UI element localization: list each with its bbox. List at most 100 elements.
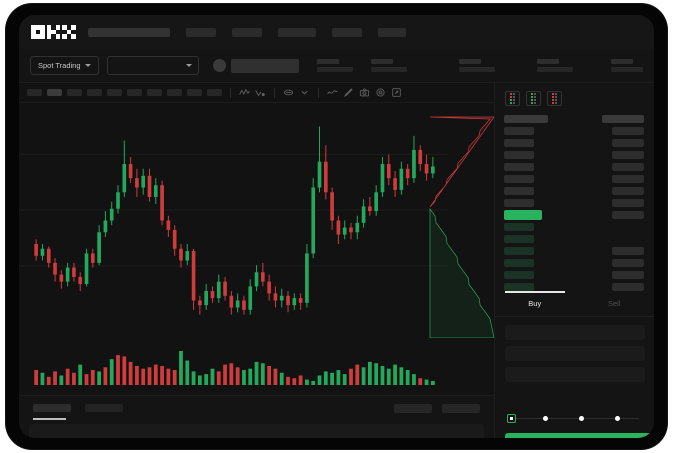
slider-track	[511, 418, 639, 419]
nav-item-1[interactable]	[186, 27, 216, 37]
nav-item-2[interactable]	[232, 27, 262, 37]
timeframe-6[interactable]	[127, 89, 142, 96]
bottom-tabs	[19, 396, 494, 420]
chevron-down-icon	[185, 64, 192, 67]
slider-stop-50[interactable]	[579, 415, 584, 421]
chart-toolbar	[19, 83, 494, 103]
orderbook-price	[504, 175, 534, 183]
tab-buy[interactable]: Buy	[495, 291, 575, 316]
orderbook-bid-row[interactable]	[495, 257, 654, 269]
orderbook-amount	[612, 271, 644, 279]
orderbook-ask-row[interactable]	[495, 197, 654, 209]
orders-table-body	[29, 424, 484, 438]
amount-percent-slider[interactable]	[507, 414, 643, 423]
orderbook-bid-row[interactable]	[495, 245, 654, 257]
chevron-down-icon	[84, 64, 91, 67]
orderbook-price	[504, 271, 534, 279]
pair-name-label	[230, 58, 299, 73]
logo-glyph-k	[46, 25, 61, 39]
toolbar-divider	[274, 87, 275, 98]
bottom-tab-order-history[interactable]	[85, 404, 123, 412]
timeframe-5[interactable]	[107, 89, 122, 96]
orderbook-ask-row[interactable]	[495, 161, 654, 173]
orderbook-amount	[612, 187, 644, 195]
orderbook-price	[504, 187, 534, 195]
orderbook-view-modes	[495, 83, 654, 106]
fullscreen-icon[interactable]	[391, 87, 402, 98]
orderbook-ask-row[interactable]	[495, 173, 654, 185]
line-chart-icon[interactable]	[327, 87, 338, 98]
nav-item-3[interactable]	[278, 27, 316, 37]
camera-icon[interactable]	[359, 87, 370, 98]
candlestick-svg	[19, 116, 494, 338]
volume-histogram[interactable]	[19, 338, 494, 395]
logo-glyph-x	[62, 25, 76, 39]
bottom-action-1[interactable]	[394, 404, 432, 413]
orderbook-amount	[612, 127, 644, 135]
orderbook-price	[504, 235, 534, 243]
volume-svg	[34, 351, 435, 385]
draw-pencil-icon[interactable]	[343, 87, 354, 98]
orderbook-amount	[612, 283, 644, 291]
orderbook-amount	[612, 259, 644, 267]
orderbook-mode-asks[interactable]	[547, 91, 562, 106]
settings-gear-icon[interactable]	[375, 87, 386, 98]
orderbook-price	[504, 139, 534, 147]
orderbook-ask-row[interactable]	[495, 149, 654, 161]
orderbook-amount	[612, 199, 644, 207]
price-field[interactable]	[505, 325, 645, 340]
timeframe-10[interactable]	[207, 89, 222, 96]
place-buy-order-button[interactable]	[505, 433, 653, 438]
slider-stop-75[interactable]	[615, 415, 620, 421]
amount-field[interactable]	[505, 346, 645, 361]
device-screen: Spot Trading	[19, 15, 654, 438]
logo-glyph-o	[31, 25, 45, 39]
chart-type-icon[interactable]	[239, 87, 250, 98]
stat-24h-volume	[610, 59, 643, 72]
orderbook-price	[504, 163, 534, 171]
orderbook-bid-row[interactable]	[495, 269, 654, 281]
total-field[interactable]	[505, 367, 645, 382]
bottom-actions	[394, 404, 480, 413]
timeframe-2[interactable]	[47, 89, 62, 96]
timeframe-9[interactable]	[187, 89, 202, 96]
nav-item-5[interactable]	[378, 27, 406, 37]
orderbook-bid-row[interactable]	[495, 221, 654, 233]
right-panel: Buy Sell	[494, 83, 654, 438]
nav-item-4[interactable]	[332, 27, 362, 37]
indicators-icon[interactable]	[255, 87, 266, 98]
stat-24h-high	[458, 59, 495, 72]
chevron-down-icon[interactable]	[299, 87, 310, 98]
orderbook-price	[504, 259, 534, 267]
orderbook-ask-row[interactable]	[495, 137, 654, 149]
slider-stop-25[interactable]	[543, 415, 548, 421]
bottom-tab-open-orders[interactable]	[33, 404, 71, 412]
slider-handle[interactable]	[507, 414, 516, 423]
candlestick-chart[interactable]	[19, 103, 494, 338]
orderbook-price	[504, 223, 534, 231]
orderbook-mode-both[interactable]	[505, 91, 520, 106]
orderbook-rows[interactable]	[495, 113, 654, 293]
orderbook-current-price[interactable]	[495, 209, 654, 221]
bottom-tab-active-indicator	[33, 418, 66, 420]
timeframe-1[interactable]	[27, 89, 42, 96]
timeframe-8[interactable]	[167, 89, 182, 96]
trading-mode-select[interactable]: Spot Trading	[30, 56, 99, 75]
orderbook-bid-row[interactable]	[495, 233, 654, 245]
compare-icon[interactable]	[283, 87, 294, 98]
bottom-action-2[interactable]	[442, 404, 480, 413]
orderbook-ask-row[interactable]	[495, 185, 654, 197]
nav-search-bar[interactable]	[88, 27, 170, 37]
pair-select[interactable]	[106, 56, 199, 75]
timeframe-7[interactable]	[147, 89, 162, 96]
tab-sell[interactable]: Sell	[575, 291, 655, 316]
tab-buy-label: Buy	[528, 299, 542, 308]
orderbook-ask-row[interactable]	[495, 125, 654, 137]
timeframe-4[interactable]	[87, 89, 102, 96]
okx-logo[interactable]	[31, 25, 76, 39]
orderbook-bid-row[interactable]	[495, 281, 654, 293]
orderbook-header[interactable]	[495, 113, 654, 125]
orderbook-mode-bids[interactable]	[526, 91, 541, 106]
stat-24h-change	[370, 59, 407, 72]
timeframe-3[interactable]	[67, 89, 82, 96]
